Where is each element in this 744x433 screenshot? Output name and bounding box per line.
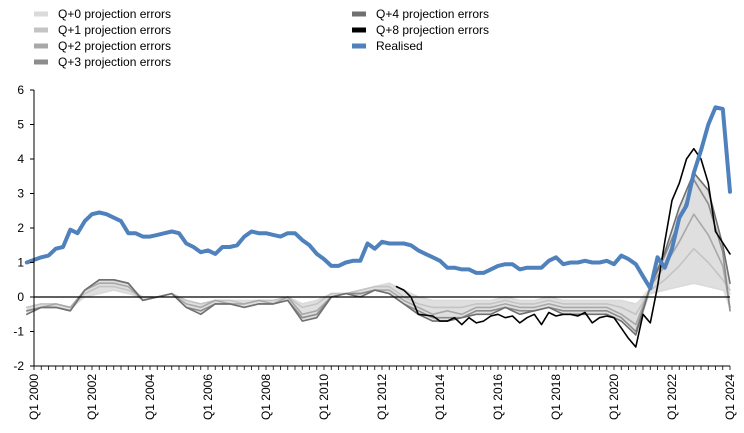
legend-label-q2: Q+2 projection errors [58,39,171,53]
projection-error-band [26,172,731,335]
chart-legend: Q+0 projection errors Q+1 projection erro… [34,7,489,69]
x-tick-label: Q1 2010 [317,374,331,420]
x-tick-label: Q1 2012 [375,374,389,420]
error-band-layer [26,172,731,335]
x-tick-label: Q1 2022 [665,374,679,420]
x-tick-label: Q1 2002 [85,374,99,420]
x-tick-label: Q1 2008 [259,374,273,420]
x-tick-label: Q1 2000 [27,374,41,420]
legend-label-realised: Realised [376,39,423,53]
x-tick-label: Q1 2024 [723,374,737,420]
y-tick-label: 6 [17,83,24,97]
x-tick-label: Q1 2018 [549,374,563,420]
series-layer [24,105,732,348]
series-line-q8 [395,147,731,348]
x-tick-label: Q1 2004 [143,374,157,420]
series-line-realised [24,105,732,291]
y-tick-label: 2 [17,221,24,235]
x-tick-label: Q1 2020 [607,374,621,420]
legend-label-q3: Q+3 projection errors [58,55,171,69]
y-tick-label: -2 [13,359,24,373]
legend-label-q0: Q+0 projection errors [58,7,171,21]
y-tick-label: 3 [17,187,24,201]
x-tick-label: Q1 2014 [433,374,447,420]
legend-label-q1: Q+1 projection errors [58,23,171,37]
y-tick-label: 1 [17,256,24,270]
y-tick-label: 4 [17,152,24,166]
series-line-q4 [26,172,731,336]
x-tick-label: Q1 2006 [201,374,215,420]
y-tick-label: -1 [13,325,24,339]
y-tick-label: 0 [17,290,24,304]
y-tick-label: 5 [17,118,24,132]
legend-label-q4: Q+4 projection errors [376,7,489,21]
x-tick-label: Q1 2016 [491,374,505,420]
axes-layer: -2 -1 0 1 2 3 4 5 6 Q1 2000 Q1 2002 Q1 2004 Q1 2006 Q… [13,83,737,420]
legend-label-q8: Q+8 projection errors [376,23,489,37]
